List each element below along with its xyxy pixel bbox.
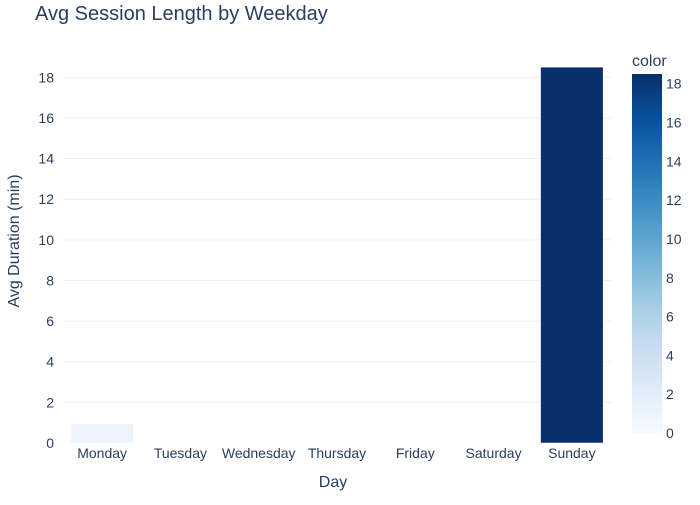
colorbar-tick-label: 12 — [666, 192, 682, 208]
colorbar-tick-label: 0 — [666, 425, 674, 441]
bar-sunday[interactable] — [540, 66, 604, 444]
y-tick-label: 8 — [46, 272, 54, 288]
y-tick-label: 4 — [46, 354, 54, 370]
colorbar-ticks: 0 2 4 6 8 10 12 14 16 18 — [666, 76, 682, 441]
y-tick-label: 6 — [46, 313, 54, 329]
x-tick-label: Tuesday — [154, 445, 207, 461]
colorbar-tick-label: 10 — [666, 231, 682, 247]
x-tick-label: Monday — [77, 445, 127, 461]
colorbar — [632, 74, 662, 433]
x-tick-label: Wednesday — [222, 445, 296, 461]
colorbar-tick-label: 4 — [666, 347, 674, 363]
y-tick-label: 14 — [38, 151, 54, 167]
colorbar-tick-label: 16 — [666, 115, 682, 131]
bars — [70, 66, 604, 444]
y-tick-label: 12 — [38, 191, 54, 207]
colorbar-tick-label: 6 — [666, 309, 674, 325]
x-tick-label: Friday — [396, 445, 435, 461]
y-tick-label: 2 — [46, 394, 54, 410]
bar-wednesday[interactable] — [227, 442, 291, 444]
colorbar-tick-label: 8 — [666, 270, 674, 286]
bar-friday[interactable] — [383, 442, 447, 444]
colorbar-title: color — [632, 53, 667, 70]
bar-thursday[interactable] — [305, 442, 369, 444]
x-tick-label: Saturday — [466, 445, 522, 461]
y-tick-label: 10 — [38, 232, 54, 248]
x-tick-label: Thursday — [308, 445, 366, 461]
bar-saturday[interactable] — [462, 442, 526, 444]
bar-monday[interactable] — [70, 423, 134, 444]
y-tick-label: 0 — [46, 435, 54, 451]
y-axis-label: Avg Duration (min) — [6, 174, 23, 307]
colorbar-tick-label: 18 — [666, 76, 682, 92]
bar-tuesday[interactable] — [148, 442, 212, 444]
gridlines — [63, 76, 611, 403]
y-tick-label: 16 — [38, 110, 54, 126]
y-tick-label: 18 — [38, 69, 54, 85]
colorbar-tick-label: 2 — [666, 386, 674, 402]
colorbar-tick-label: 14 — [666, 153, 682, 169]
x-axis-label: Day — [319, 474, 347, 491]
x-axis-ticks: Monday Tuesday Wednesday Thursday Friday Satu… — [77, 445, 595, 461]
x-tick-label: Sunday — [548, 445, 595, 461]
y-axis-ticks: 0 2 4 6 8 10 12 14 16 18 — [38, 69, 54, 451]
chart-title: Avg Session Length by Weekday — [35, 3, 328, 25]
